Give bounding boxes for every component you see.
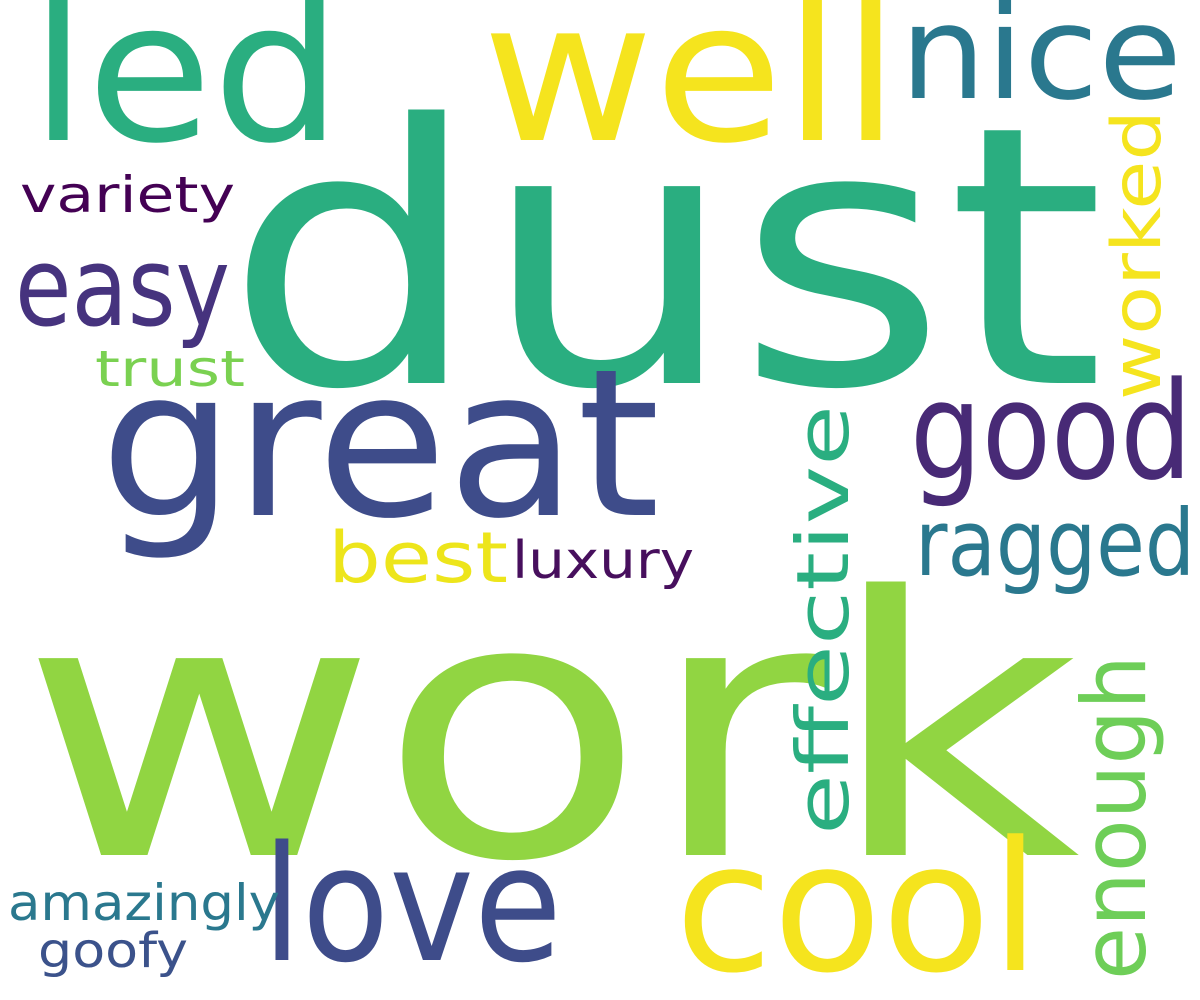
word-amazingly: amazingly: [8, 874, 280, 932]
word-variety: variety: [20, 166, 235, 224]
word-great: great: [100, 326, 660, 564]
word-led: led: [30, 0, 342, 186]
word-enough: enough: [1063, 655, 1166, 980]
word-nice: nice: [900, 0, 1182, 129]
word-dust: dust: [225, 49, 1105, 468]
word-good: good: [910, 353, 1192, 510]
word-best: best: [328, 517, 508, 599]
word-worked: worked: [1098, 110, 1177, 400]
word-luxury: luxury: [512, 531, 694, 591]
word-trust: trust: [95, 340, 245, 398]
word-work: work: [20, 521, 1080, 940]
word-goofy: goofy: [38, 923, 188, 979]
word-love: love: [262, 811, 562, 998]
word-well: well: [482, 0, 900, 186]
word-cool: cool: [675, 804, 1040, 1000]
word-effective: effective: [781, 405, 865, 835]
word-ragged: ragged: [915, 490, 1195, 597]
word-easy: easy: [15, 223, 230, 351]
